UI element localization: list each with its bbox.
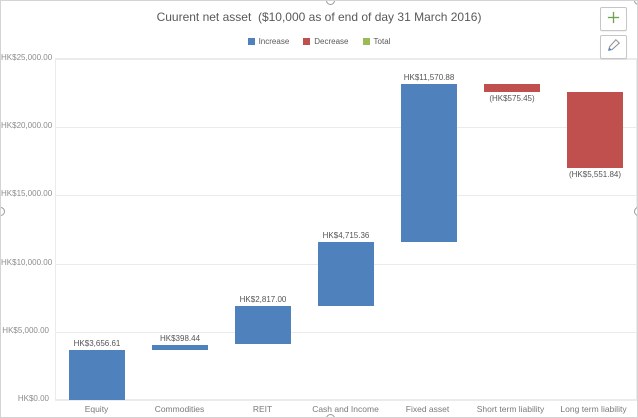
data-label-short-term-liability: (HK$575.45)	[489, 94, 535, 103]
selection-handle-bottom-center[interactable]	[326, 414, 335, 417]
x-axis-label-equity: Equity	[84, 404, 109, 414]
legend-swatch-decrease	[303, 37, 311, 45]
gridline	[56, 127, 636, 128]
y-axis-tick-label: HK$20,000.00	[1, 121, 53, 130]
legend-item-total[interactable]: Total	[362, 36, 391, 46]
data-label-commodities: HK$398.44	[159, 334, 201, 343]
legend-item-increase[interactable]: Increase	[247, 36, 290, 46]
x-axis-label-fixed-asset: Fixed asset	[405, 404, 450, 414]
bar-cash-and-income[interactable]	[318, 242, 374, 306]
bar-equity[interactable]	[69, 350, 125, 400]
bar-long-term-liability[interactable]	[567, 92, 623, 168]
x-axis-label-long-term-liability: Long term liability	[560, 404, 627, 414]
selection-handle-top-center[interactable]	[326, 1, 335, 5]
chart-title[interactable]: Cuurent net asset ($10,000 as of end of …	[156, 10, 482, 24]
bar-commodities[interactable]	[152, 345, 208, 350]
legend: Increase Decrease Total	[1, 35, 637, 47]
data-label-long-term-liability: (HK$5,551.84)	[568, 170, 622, 179]
y-axis-tick-label: HK$25,000.00	[1, 53, 53, 62]
legend-label: Total	[373, 36, 391, 46]
y-axis-tick-label: HK$15,000.00	[1, 189, 53, 198]
legend-item-decrease[interactable]: Decrease	[303, 36, 349, 46]
selection-handle-top-right[interactable]	[634, 1, 637, 5]
x-axis-label-short-term-liability: Short term liability	[476, 404, 545, 414]
gridline	[56, 399, 636, 400]
gridline	[56, 59, 636, 60]
x-axis-label-cash-and-income: Cash and Income	[312, 404, 379, 414]
plus-icon	[606, 10, 621, 28]
selection-handle-right-middle[interactable]	[634, 207, 637, 216]
bar-fixed-asset[interactable]	[401, 84, 457, 242]
legend-swatch-total	[362, 37, 370, 45]
data-label-cash-and-income: HK$4,715.36	[322, 231, 370, 240]
data-label-equity: HK$3,656.61	[73, 339, 121, 348]
y-axis-tick-label: HK$10,000.00	[1, 258, 53, 267]
paintbrush-icon	[606, 38, 621, 56]
legend-label: Decrease	[314, 36, 349, 46]
bar-short-term-liability[interactable]	[484, 84, 540, 92]
y-axis-tick-label: HK$5,000.00	[2, 326, 49, 335]
chart-styles-button[interactable]	[600, 35, 627, 59]
x-axis-label-commodities: Commodities	[154, 404, 205, 414]
bar-reit[interactable]	[235, 306, 291, 344]
legend-label: Increase	[258, 36, 290, 46]
legend-swatch-increase	[247, 37, 255, 45]
x-axis-label-reit: REIT	[252, 404, 273, 414]
chart-elements-button[interactable]	[600, 7, 627, 31]
y-axis-tick-label: HK$0.00	[17, 394, 49, 403]
selection-handle-left-middle[interactable]	[1, 207, 5, 216]
data-label-fixed-asset: HK$11,570.88	[403, 73, 455, 82]
gridline	[56, 332, 636, 333]
plot-area: HK$3,656.61 HK$398.44 HK$2,817.00 HK$4,715.…	[55, 58, 637, 401]
data-label-reit: HK$2,817.00	[239, 295, 287, 304]
gridline	[56, 195, 636, 196]
